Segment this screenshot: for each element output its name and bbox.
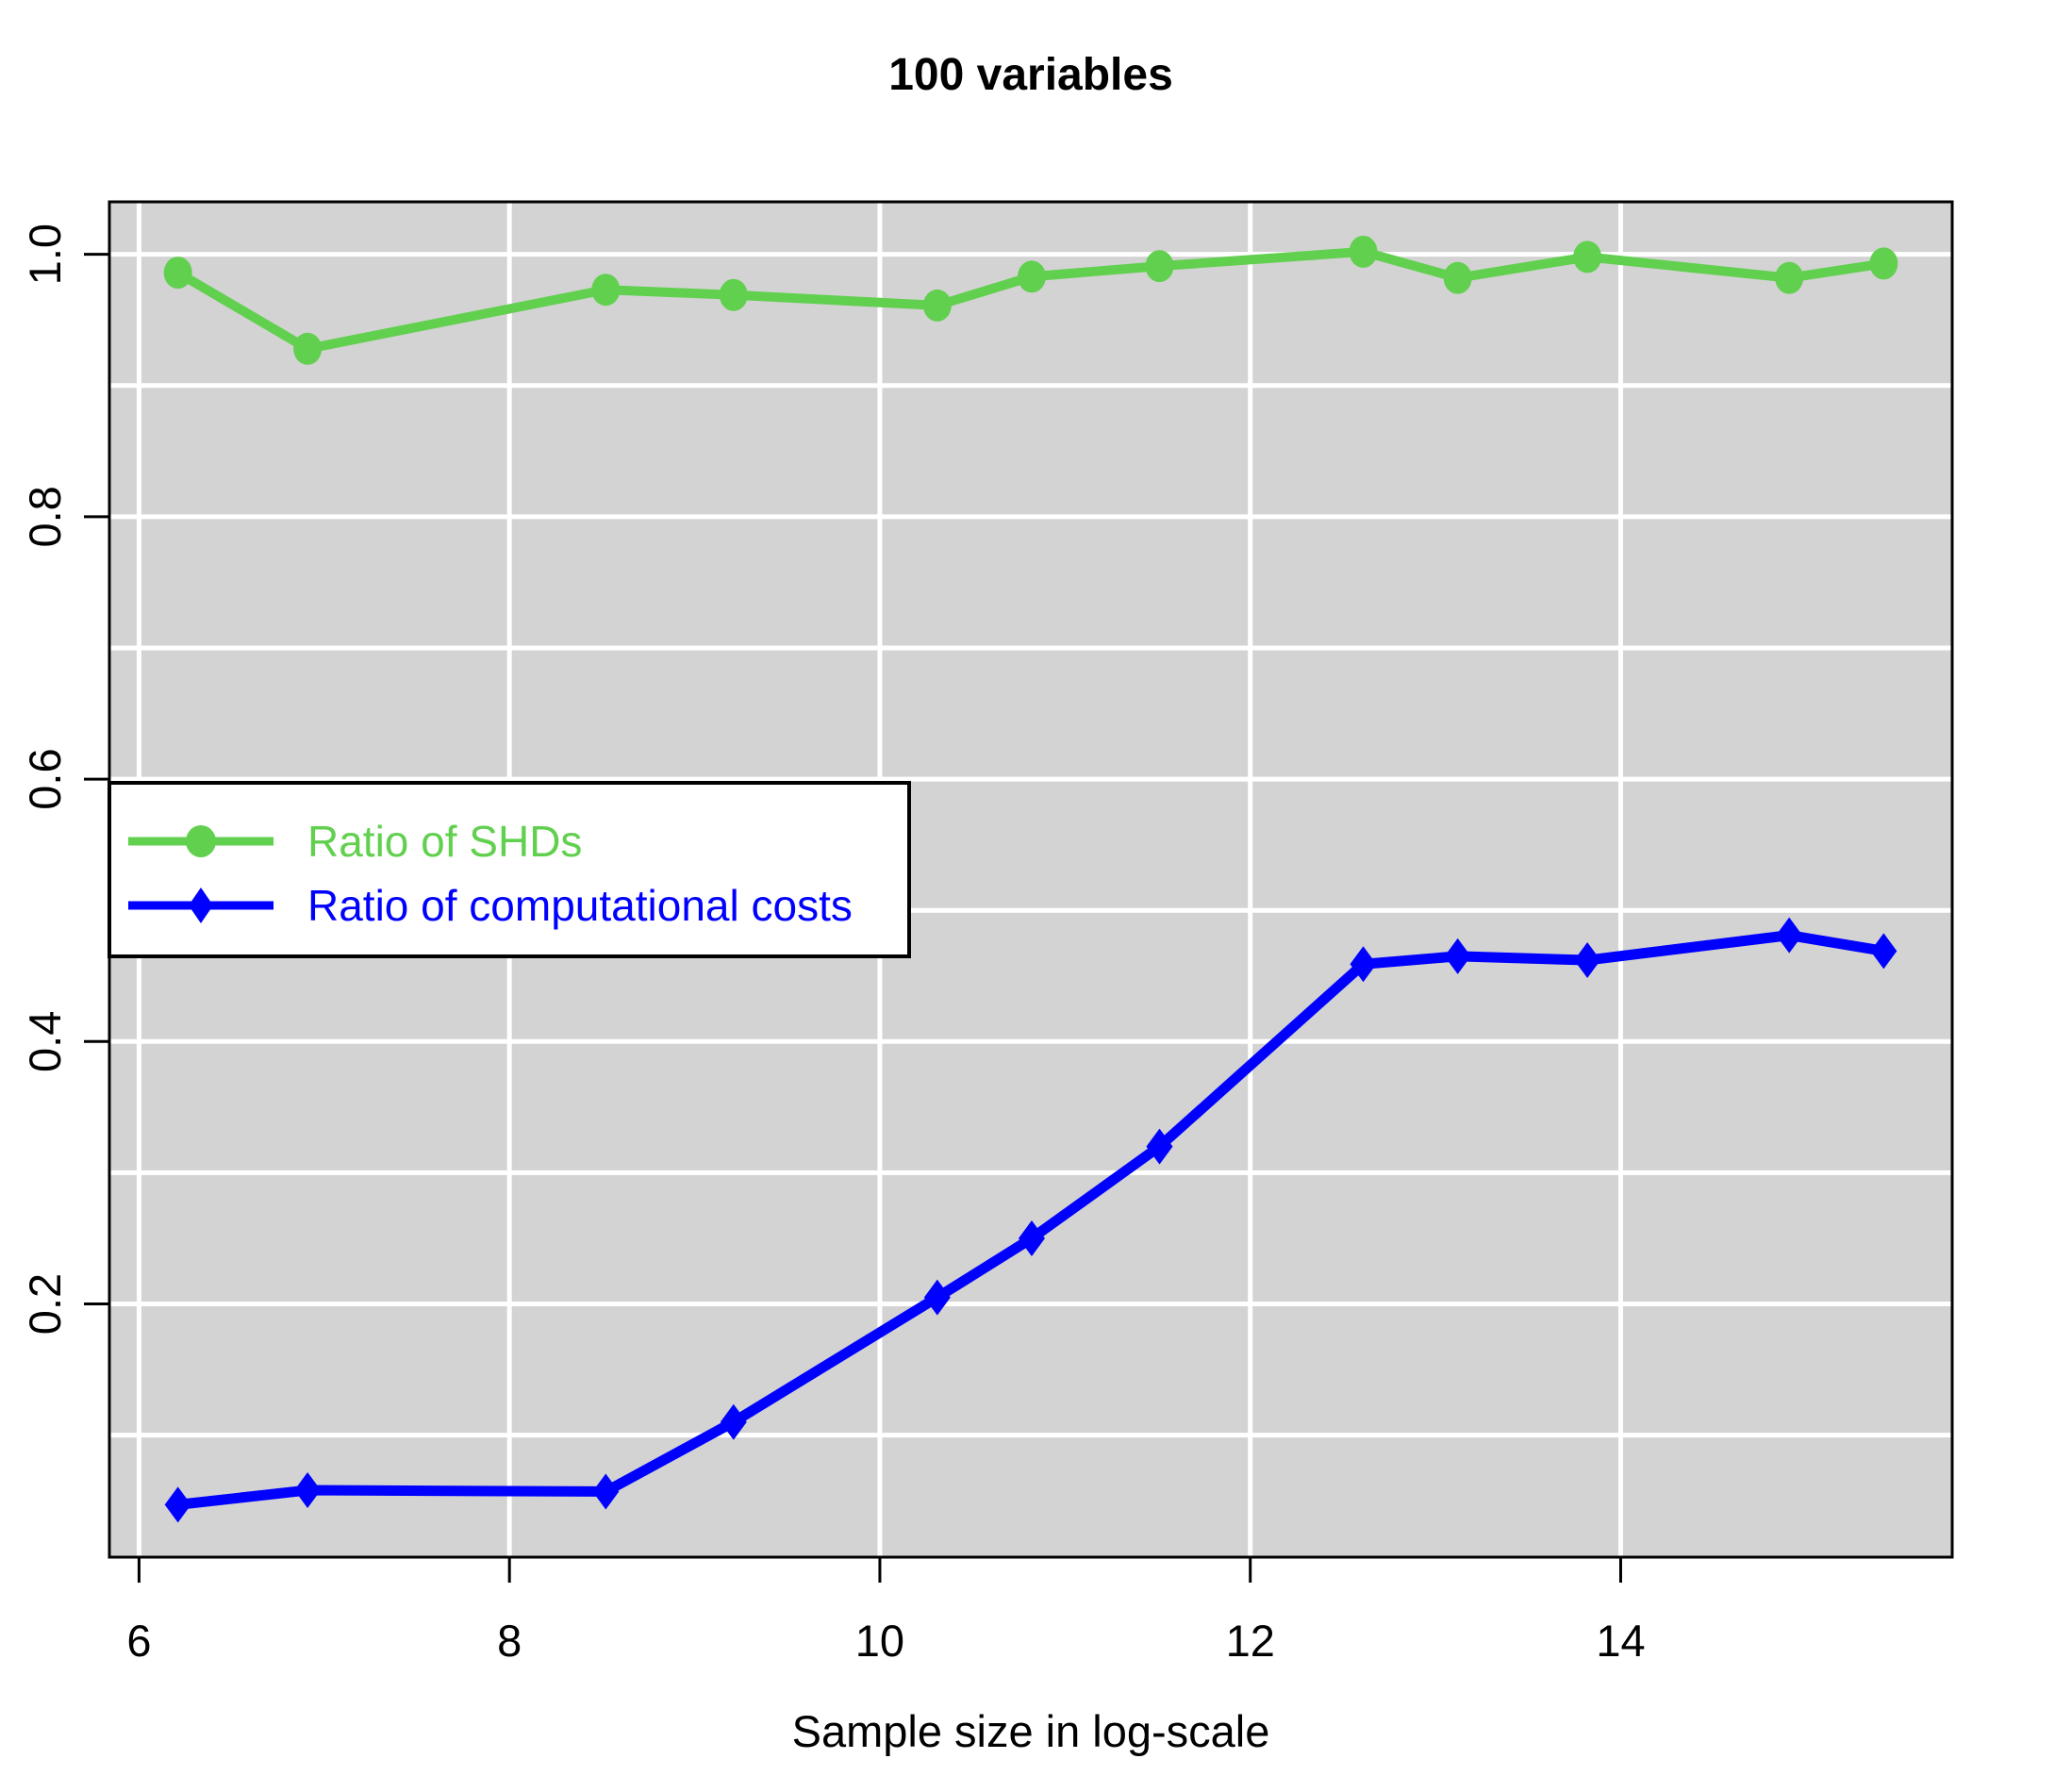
data-point-diamond: [1574, 942, 1601, 979]
data-point-diamond: [1018, 1220, 1045, 1256]
x-axis-label: Sample size in log-scale: [791, 1706, 1270, 1756]
x-tick-label: 12: [1226, 1616, 1275, 1666]
y-tick-label: 0.2: [20, 1273, 70, 1335]
data-point-circle: [719, 278, 748, 311]
legend-sample-diamond: [189, 888, 213, 923]
data-point-circle: [1775, 261, 1804, 294]
legend-item-shd: Ratio of SHDs: [121, 811, 582, 871]
data-point-circle: [163, 257, 192, 290]
legend-sample-circle: [186, 825, 216, 857]
x-tick-label: 8: [497, 1616, 522, 1666]
diamond-marker-icon: [128, 888, 273, 923]
data-point-circle: [1869, 247, 1898, 280]
y-tick-label: 1.0: [20, 224, 70, 285]
legend: Ratio of SHDs Ratio of computational cos…: [108, 781, 911, 958]
series-line-costs: [173, 930, 1889, 1510]
data-point-circle: [1443, 261, 1472, 294]
series-line-shd: [173, 246, 1889, 354]
data-point-circle: [1017, 260, 1046, 293]
x-tick-label: 14: [1596, 1616, 1645, 1666]
data-point-diamond: [923, 1279, 951, 1316]
legend-label-shd: Ratio of SHDs: [307, 817, 583, 866]
data-point-diamond: [294, 1472, 322, 1509]
data-point-diamond: [1146, 1128, 1173, 1165]
y-tick-label: 0.6: [20, 748, 70, 809]
x-tick-label: 10: [855, 1616, 904, 1666]
x-tick-label: 6: [126, 1616, 151, 1666]
y-tick-label: 0.8: [20, 486, 70, 547]
data-point-circle: [1349, 235, 1378, 268]
data-point-circle: [591, 274, 621, 307]
data-point-diamond: [1350, 946, 1377, 983]
data-point-circle: [922, 289, 952, 322]
circle-marker-icon: [128, 825, 273, 857]
data-point-diamond: [592, 1473, 620, 1510]
data-point-circle: [1573, 241, 1602, 274]
data-point-diamond: [1444, 937, 1471, 974]
data-point-circle: [1145, 250, 1174, 283]
data-point-diamond: [720, 1403, 747, 1440]
legend-item-costs: Ratio of computational costs: [121, 875, 853, 936]
data-point-diamond: [164, 1486, 191, 1523]
data-point-diamond: [1776, 917, 1803, 954]
legend-label-costs: Ratio of computational costs: [307, 881, 853, 930]
chart-title: 100 variables: [888, 50, 1173, 100]
y-tick-label: 0.4: [20, 1011, 70, 1072]
data-point-circle: [293, 332, 323, 365]
data-point-diamond: [1870, 933, 1898, 970]
